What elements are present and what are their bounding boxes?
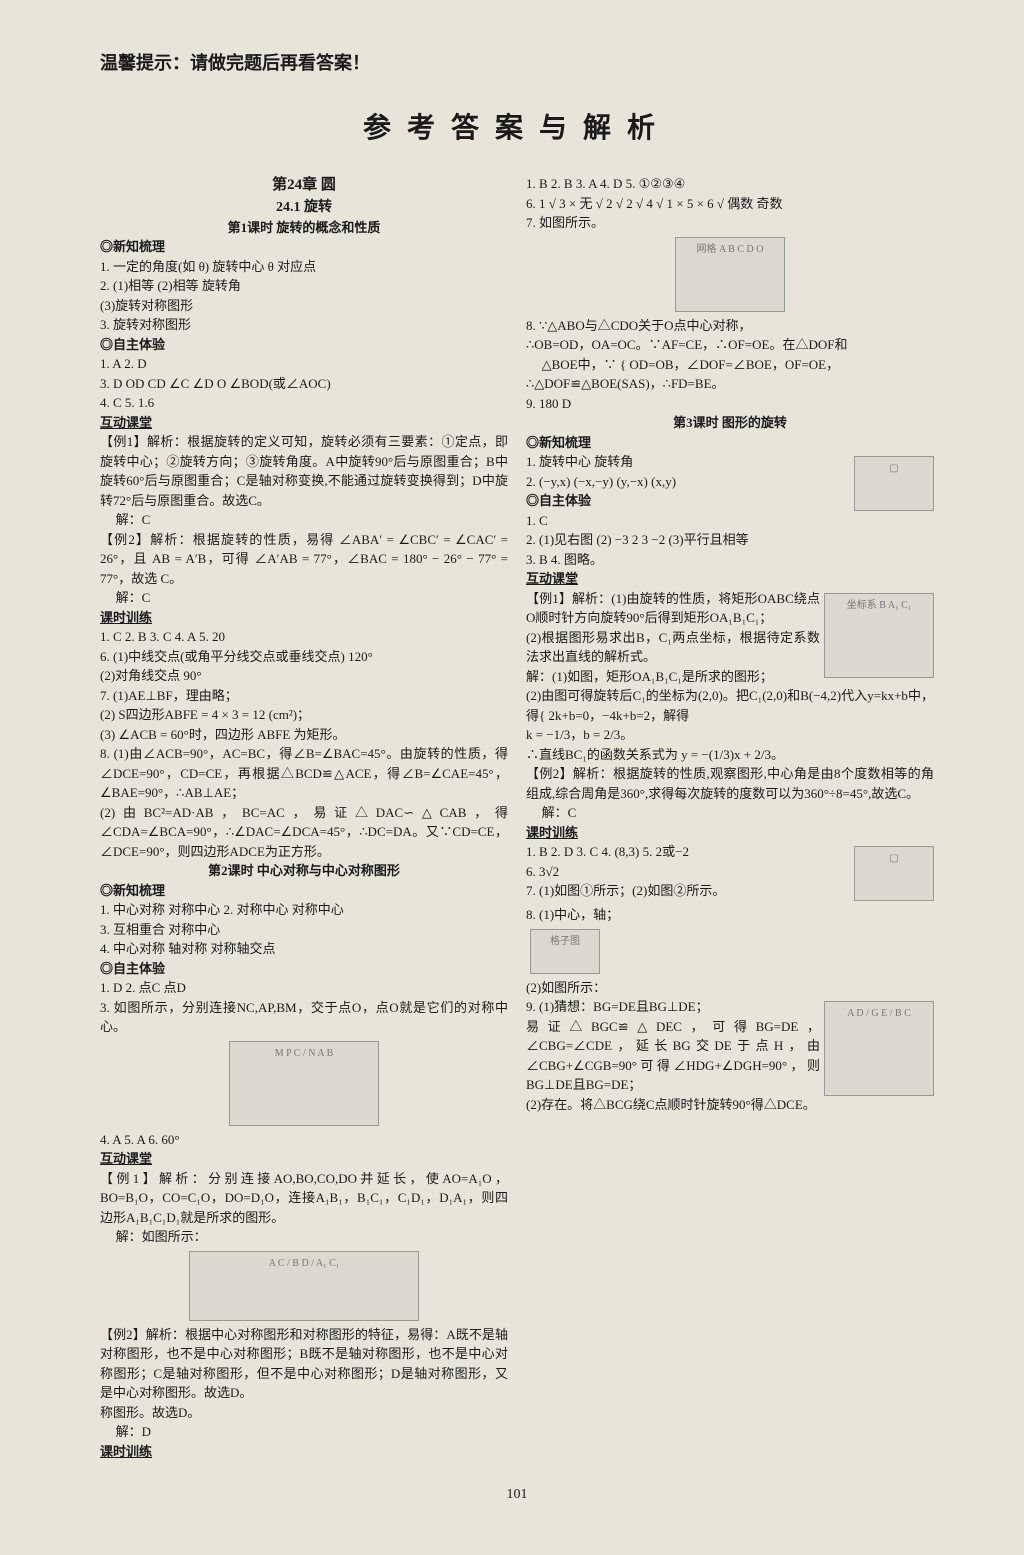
heading-keshi: 课时训练 [526,823,934,843]
text: 2. (1)见右图 (2) −3 2 3 −2 (3)平行且相等 [526,530,934,550]
text: 4. 中心对称 轴对称 对称轴交点 [100,939,508,959]
answer: 解：C [526,803,934,823]
text: 1. C [526,511,934,531]
text: △BOE中，∵ { OD=OB，∠DOF=∠BOE，OF=OE， [526,355,934,375]
heading-hudong: 互动课堂 [100,1149,508,1169]
text: 3. 如图所示，分别连接NC,AP,BM，交于点O，点O就是它们的对称中心。 [100,998,508,1037]
text: 称图形。故选D。 [100,1403,508,1423]
answer: 解：D [100,1422,508,1442]
example-text: 【例2】解析：根据中心对称图形和对称图形的特征，易得：A既不是轴对称图形，也不是… [100,1325,508,1403]
heading-keshi: 课时训练 [100,1442,508,1462]
text: 1. D 2. 点C 点D [100,978,508,998]
lesson1-title: 第1课时 旋转的概念和性质 [100,218,508,238]
lesson3-title: 第3课时 图形的旋转 [526,413,934,433]
text: ∴△DOF≌△BOE(SAS)，∴FD=BE。 [526,374,934,394]
heading-xinzhi: 新知梳理 [100,237,508,257]
lesson2-title: 第2课时 中心对称与中心对称图形 [100,861,508,881]
heading-zizhu: 自主体验 [100,335,508,355]
text: 4. A 5. A 6. 60° [100,1130,508,1150]
text: 1. 中心对称 对称中心 2. 对称中心 对称中心 [100,900,508,920]
text: (3) ∠ACB = 60°时，四边形 ABFE 为矩形。 [100,725,508,745]
text: (2)由图可得旋转后C₁的坐标为(2,0)。把C₁(2,0)和B(−4,2)代入… [526,686,934,725]
figure-tiles: 格子图 [530,929,600,974]
text: 2. (1)相等 (2)相等 旋转角 [100,276,508,296]
heading-hudong: 互动课堂 [100,413,508,433]
text: (2)对角线交点 90° [100,666,508,686]
text: 3. D OD CD ∠C ∠D O ∠BOD(或∠AOC) [100,374,508,394]
text: 1. C 2. B 3. C 4. A 5. 20 [100,627,508,647]
text: 6. (1)中线交点(或角平分线交点或垂线交点) 120° [100,647,508,667]
text: 3. 互相重合 对称中心 [100,920,508,940]
text: ∴直线BC₁的函数关系式为 y = −(1/3)x + 2/3。 [526,745,934,765]
chapter-title: 第24章 圆 [100,174,508,197]
text: 8. (1)由∠ACB=90°，AC=BC，得∠B=∠BAC=45°。由旋转的性… [100,744,508,803]
example-text: 【例1】解析：分别连接AO,BO,CO,DO并延长，使AO=A₁O，BO=B₁O… [100,1169,508,1228]
text: 6. 1 √ 3 × 无 √ 2 √ 2 √ 4 √ 1 × 5 × 6 √ 偶… [526,194,934,214]
text: (2) S四边形ABFE = 4 × 3 = 12 (cm²)； [100,705,508,725]
text: (3)旋转对称图形 [100,296,508,316]
text: 9. 180 D [526,394,934,414]
figure-diagram-2: A C / B D / A₁ C₁ [189,1251,419,1321]
figure-square: A D / G E / B C [824,1001,934,1096]
page: 温馨提示：请做完题后再看答案！ 参考答案与解析 第24章 圆 24.1 旋转 第… [0,0,1024,1555]
heading-zizhu: 自主体验 [100,959,508,979]
heading-xinzhi: 新知梳理 [526,433,934,453]
figure-diagram-1: M P C / N A B [229,1041,379,1126]
heading-keshi: 课时训练 [100,608,508,628]
answer: 解：如图所示： [100,1227,508,1247]
text: 1. A 2. D [100,354,508,374]
main-title: 参考答案与解析 [100,107,934,149]
text: 7. (1)AE⊥BF，理由略； [100,686,508,706]
text: 8. (1)中心，轴； [526,905,934,925]
heading-hudong: 互动课堂 [526,569,934,589]
answer: 解：C [100,588,508,608]
text: 3. 旋转对称图形 [100,315,508,335]
figure-grid-diagram: 网格 A B C D O [675,237,785,312]
example-text: 【例2】解析：根据旋转的性质,观察图形,中心角是由8个度数相等的角组成,综合周角… [526,764,934,803]
example-text: 【例1】解析：根据旋转的定义可知，旋转必须有三要素：①定点，即旋转中心；②旋转方… [100,432,508,510]
text: (2)存在。将△BCG绕C点顺时针旋转90°得△DCE。 [526,1095,934,1115]
hint-text: 温馨提示：请做完题后再看答案！ [100,50,934,77]
text: 8. ∵△ABO与△CDO关于O点中心对称， [526,316,934,336]
text: (2)由BC²=AD·AB，BC=AC，易证△DAC∽△CAB，得∠CDA=∠B… [100,803,508,862]
figure-coord: 坐标系 B A₁ C₁ [824,593,934,678]
figure-small-1: ▢ [854,456,934,511]
text: 1. B 2. B 3. A 4. D 5. ①②③④ [526,174,934,194]
answer: 解：C [100,510,508,530]
text: 4. C 5. 1.6 [100,393,508,413]
heading-xinzhi: 新知梳理 [100,881,508,901]
text: ∴OB=OD，OA=OC。∵AF=CE，∴OF=OE。在△DOF和 [526,335,934,355]
section-title: 24.1 旋转 [100,197,508,218]
text: 3. B 4. 图略。 [526,550,934,570]
text: k = −1/3，b = 2/3。 [526,725,934,745]
page-number: 101 [100,1484,934,1505]
text: 7. 如图所示。 [526,213,934,233]
figure-small-2: ▢ [854,846,934,901]
text: (2)如图所示： [526,978,934,998]
example-text: 【例2】解析：根据旋转的性质，易得 ∠ABA′ = ∠CBC′ = ∠CAC′ … [100,530,508,589]
content-columns: 第24章 圆 24.1 旋转 第1课时 旋转的概念和性质 新知梳理 1. 一定的… [100,174,934,1464]
text: 1. 一定的角度(如 θ) 旋转中心 θ 对应点 [100,257,508,277]
